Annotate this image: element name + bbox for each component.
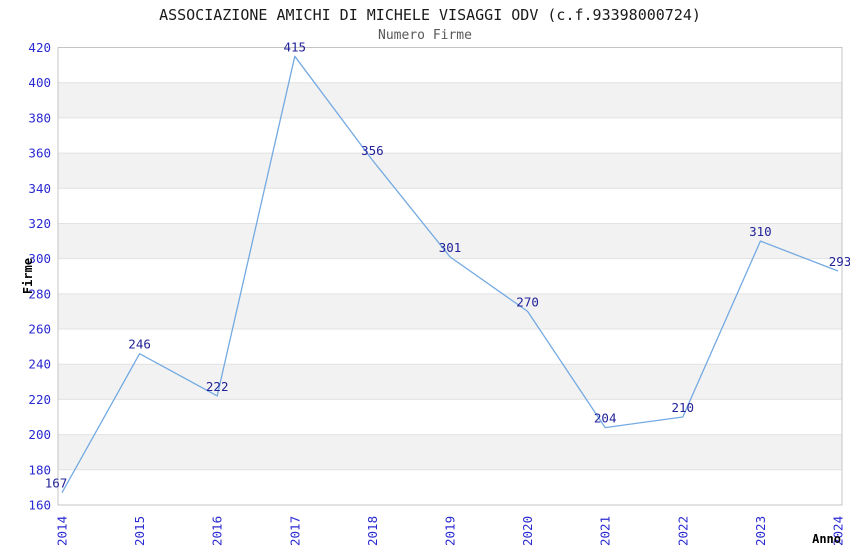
x-tick-label: 2020 (520, 516, 535, 546)
y-tick-label: 340 (28, 181, 51, 196)
grid-band (58, 82, 842, 118)
data-point-label: 222 (206, 379, 229, 394)
chart-subtitle: Numero Firme (378, 28, 472, 43)
plot-border (57, 47, 843, 506)
data-point-label: 415 (284, 39, 307, 54)
chart-title: ASSOCIAZIONE AMICHI DI MICHELE VISAGGI O… (159, 6, 701, 24)
y-tick-label: 300 (28, 251, 51, 266)
x-tick-label: 2023 (753, 516, 768, 546)
x-tick-label: 2018 (365, 516, 380, 546)
y-tick-label: 380 (28, 110, 51, 125)
data-point-label: 210 (672, 400, 695, 415)
y-tick-label: 420 (28, 40, 51, 55)
y-tick-label: 240 (28, 357, 51, 372)
y-tick-label: 200 (28, 427, 51, 442)
y-tick-label: 280 (28, 286, 51, 301)
grid-band (58, 153, 842, 189)
data-point-label: 293 (829, 254, 850, 269)
x-tick-label: 2014 (55, 516, 70, 546)
y-tick-label: 360 (28, 146, 51, 161)
y-tick-label: 400 (28, 75, 51, 90)
data-point-label: 204 (594, 411, 617, 426)
x-tick-label: 2016 (210, 516, 225, 546)
x-tick-label: 2022 (675, 516, 690, 546)
x-tick-label: 2015 (132, 516, 147, 546)
y-tick-label: 180 (28, 462, 51, 477)
y-tick-label: 160 (28, 498, 51, 513)
data-point-label: 301 (439, 240, 462, 255)
x-tick-label: 2024 (831, 516, 846, 546)
data-series-line (61, 55, 839, 494)
grid-band (58, 434, 842, 470)
grid-band (58, 293, 842, 330)
y-tick-label: 320 (28, 216, 51, 231)
y-axis-title: Firme (21, 257, 35, 295)
data-point-label: 270 (516, 294, 539, 309)
x-tick-label: 2017 (287, 516, 302, 546)
data-point-label: 356 (361, 143, 384, 158)
data-point-label: 310 (749, 224, 772, 239)
grid-band (58, 223, 842, 259)
y-tick-label: 260 (28, 322, 51, 337)
x-tick-label: 2019 (443, 516, 458, 546)
x-axis-title: Anno (812, 532, 841, 546)
data-point-label: 167 (45, 476, 68, 491)
data-point-label: 246 (128, 337, 151, 352)
x-tick-label: 2021 (598, 516, 613, 546)
grid-band (58, 364, 842, 400)
y-tick-label: 220 (28, 392, 51, 407)
